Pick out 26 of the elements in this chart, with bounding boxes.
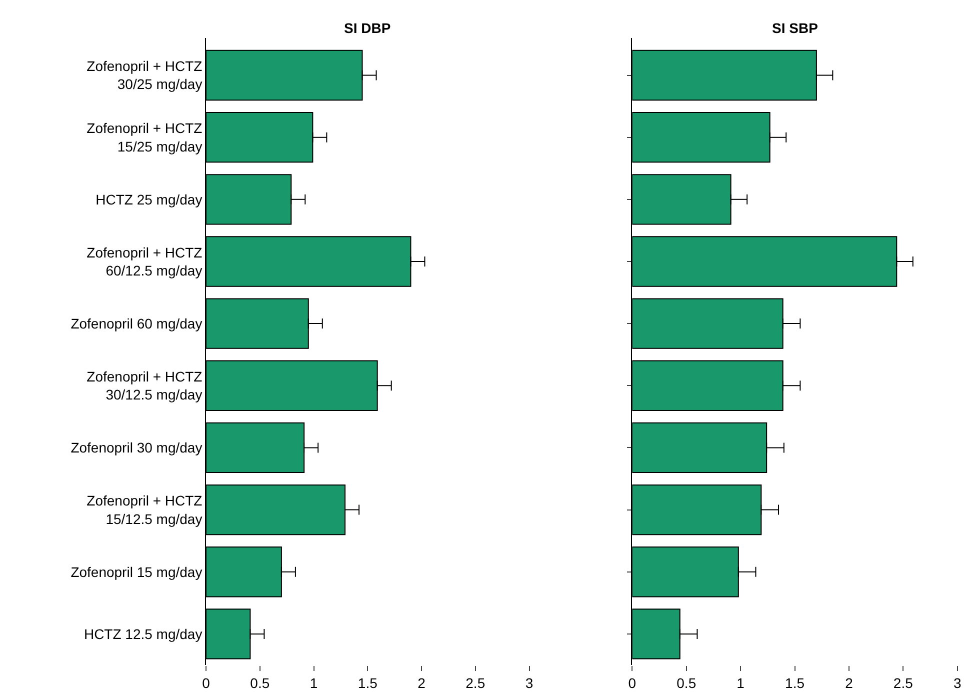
- x-tick-label: 1.5: [785, 674, 805, 691]
- x-tick-label: 0.5: [676, 674, 696, 691]
- y-tick-label: Zofenopril 30 mg/day: [70, 440, 202, 456]
- x-tick-label: 1.5: [358, 674, 378, 691]
- x-tick-label: 0.5: [250, 674, 270, 691]
- chart-title: SI DBP: [344, 20, 391, 36]
- y-tick-label: Zofenopril + HCTZ 30/25 mg/day: [86, 58, 203, 92]
- y-tick-label: Zofenopril 60 mg/day: [70, 315, 202, 332]
- y-tick-label: HCTZ 12.5 mg/day: [84, 626, 202, 642]
- x-tick-label: 0: [628, 674, 636, 691]
- x-tick-label: 3: [953, 674, 962, 691]
- y-tick-label: Zofenopril 15 mg/day: [70, 564, 202, 580]
- x-tick-label: 2.5: [893, 674, 914, 691]
- x-tick-label: 0: [202, 674, 210, 691]
- x-tick-label: 2: [418, 674, 426, 691]
- x-tick-label: 2: [845, 674, 854, 691]
- x-tick-label: 3: [525, 674, 534, 691]
- y-tick-label: Zofenopril + HCTZ 60/12.5 mg/day: [86, 244, 203, 278]
- chart-title: SI SBP: [772, 20, 818, 36]
- y-tick-label: Zofenopril + HCTZ 15/25 mg/day: [86, 120, 203, 154]
- y-tick-label: Zofenopril + HCTZ 30/12.5 mg/day: [86, 368, 203, 403]
- y-tick-label: Zofenopril + HCTZ 15/12.5 mg/day: [86, 492, 203, 527]
- x-tick-label: 1: [310, 674, 318, 691]
- x-tick-label: 2.5: [466, 674, 486, 691]
- x-tick-label: 1: [736, 674, 745, 691]
- y-tick-label: HCTZ 25 mg/day: [96, 191, 202, 208]
